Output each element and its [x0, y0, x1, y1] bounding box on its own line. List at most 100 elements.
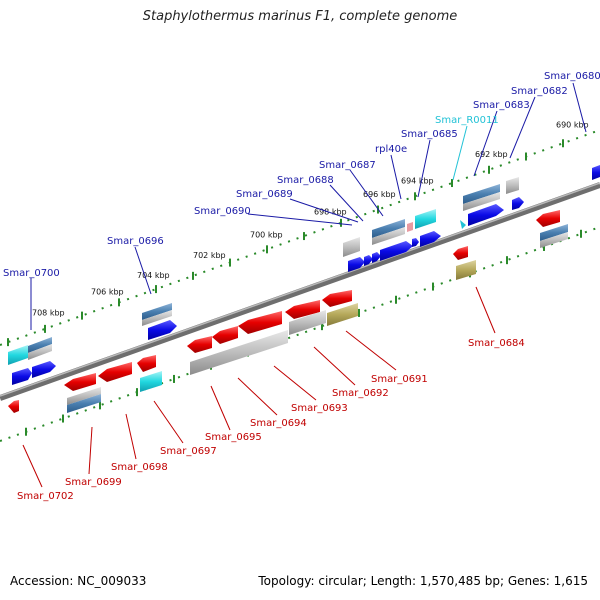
- leader-0699: [88, 426, 93, 475]
- gene-block-0699-blue[interactable]: [67, 394, 101, 413]
- label-Smar_0687[interactable]: Smar_0687: [319, 160, 376, 171]
- rna-R0011[interactable]: [460, 220, 466, 229]
- kbp-label: 708 kbp: [32, 309, 65, 318]
- gene-block-0697-cyan[interactable]: [140, 371, 162, 392]
- label-Smar_0702[interactable]: Smar_0702: [17, 491, 74, 502]
- cds-reverse-0691[interactable]: [322, 290, 352, 307]
- label-Smar_0693[interactable]: Smar_0693: [291, 403, 348, 414]
- cds-forward-0700a[interactable]: [12, 368, 32, 385]
- kbp-label: 690 kbp: [556, 121, 589, 130]
- accession-label: Accession: NC_009033: [10, 574, 147, 588]
- kbp-label: 700 kbp: [250, 230, 283, 239]
- cds-forward-0682[interactable]: [512, 197, 524, 210]
- leader-0683: [473, 110, 498, 177]
- label-rpl40e[interactable]: rpl40e: [375, 144, 407, 155]
- cds-reverse-0699[interactable]: [64, 373, 96, 391]
- gene-block-0681-gray[interactable]: [540, 232, 568, 248]
- gene-block-rpl40e[interactable]: [407, 222, 413, 232]
- cds-reverse-0698[interactable]: [98, 362, 132, 382]
- cds-forward-0688[interactable]: [372, 252, 381, 263]
- gene-block-0699-gray[interactable]: [67, 387, 101, 405]
- genome-backbone: [0, 182, 600, 401]
- gene-block-0687-blue[interactable]: [372, 219, 405, 238]
- leader-0702: [22, 444, 43, 488]
- leader-0695: [210, 385, 231, 431]
- cds-reverse-0692[interactable]: [285, 300, 320, 319]
- label-Smar_0694[interactable]: Smar_0694: [250, 418, 307, 429]
- gene-block-0683-gray[interactable]: [463, 192, 500, 211]
- leader-0690: [247, 213, 353, 226]
- label-Smar_0696[interactable]: Smar_0696: [107, 236, 164, 247]
- cds-reverse-0694[interactable]: [212, 326, 238, 344]
- gene-block-0681-blue[interactable]: [540, 224, 568, 241]
- upper-gene-track: [8, 165, 600, 385]
- leader-0698: [125, 413, 137, 460]
- cds-reverse-0681[interactable]: [536, 210, 560, 227]
- cds-reverse-0693[interactable]: [238, 311, 282, 334]
- gene-block-0684-olive[interactable]: [456, 260, 476, 280]
- leader-0688: [329, 184, 364, 222]
- cds-reverse-0684[interactable]: [453, 246, 468, 260]
- label-Smar_0699[interactable]: Smar_0699: [65, 477, 122, 488]
- forward-major-ticks: [7, 139, 564, 347]
- label-Smar_0688[interactable]: Smar_0688: [277, 175, 334, 186]
- label-Smar_0689[interactable]: Smar_0689: [236, 189, 293, 200]
- kbp-label: 692 kbp: [475, 150, 508, 159]
- gene-block-0693-gray[interactable]: [289, 310, 326, 335]
- label-Smar_0691[interactable]: Smar_0691: [371, 374, 428, 385]
- kbp-label: 706 kbp: [91, 287, 124, 296]
- gene-block-0700-gray[interactable]: [28, 344, 52, 360]
- label-Smar_0692[interactable]: Smar_0692: [332, 388, 389, 399]
- label-Smar_0690[interactable]: Smar_0690: [194, 206, 251, 217]
- leader-rpl40e: [390, 154, 402, 200]
- cds-forward-rpl40e[interactable]: [412, 238, 419, 247]
- cds-reverse-0702[interactable]: [8, 400, 19, 413]
- cds-forward-0685[interactable]: [420, 231, 441, 247]
- leader-0692: [313, 346, 356, 386]
- gene-block-0696-blue[interactable]: [142, 303, 172, 320]
- gene-block-0691-olive[interactable]: [327, 303, 358, 326]
- leader-0687: [349, 169, 384, 217]
- cds-forward-0687[interactable]: [380, 241, 413, 261]
- cds-forward-0689[interactable]: [364, 255, 373, 266]
- forward-tick-track: [0, 129, 600, 346]
- gene-block-0682-gray[interactable]: [506, 177, 519, 194]
- gene-block-0695-gray[interactable]: [190, 330, 288, 375]
- label-Smar_0700[interactable]: Smar_0700: [3, 268, 60, 279]
- kbp-tick-labels: 690 kbp 692 kbp 694 kbp 696 kbp 698 kbp 700 k…: [32, 121, 589, 318]
- genome-stats-label: Topology: circular; Length: 1,570,485 bp…: [258, 574, 588, 588]
- label-Smar_0683[interactable]: Smar_0683: [473, 100, 530, 111]
- gene-block-0700-cyan[interactable]: [8, 345, 28, 365]
- label-Smar_0698[interactable]: Smar_0698: [111, 462, 168, 473]
- leader-0696: [134, 246, 152, 295]
- cds-forward-0690[interactable]: [348, 257, 365, 272]
- gene-block-0683-blue[interactable]: [463, 184, 500, 204]
- kbp-label: 696 kbp: [363, 190, 396, 199]
- label-Smar_0697[interactable]: Smar_0697: [160, 446, 217, 457]
- leader-0680: [572, 82, 587, 133]
- leader-0684: [475, 286, 496, 334]
- label-Smar_0682[interactable]: Smar_0682: [511, 86, 568, 97]
- label-Smar_R0011[interactable]: Smar_R0011: [435, 115, 499, 126]
- gene-block-0696-gray[interactable]: [142, 310, 172, 326]
- cds-forward-0680[interactable]: [592, 165, 600, 180]
- kbp-label: 702 kbp: [193, 251, 226, 260]
- cds-forward-0696[interactable]: [148, 320, 177, 340]
- cds-forward-0700b[interactable]: [32, 361, 56, 378]
- cds-reverse-0697[interactable]: [137, 355, 156, 372]
- leader-0682: [509, 96, 536, 159]
- leader-0694: [237, 377, 278, 416]
- gene-block-0700-blue[interactable]: [28, 337, 52, 353]
- label-Smar_0680[interactable]: Smar_0680: [544, 71, 600, 82]
- label-Smar_0695[interactable]: Smar_0695: [205, 432, 262, 443]
- gene-block-0690-gray[interactable]: [343, 237, 360, 257]
- gene-block-0687-gray[interactable]: [372, 227, 405, 245]
- leader-0685: [417, 139, 431, 198]
- gene-block-0685-cyan[interactable]: [415, 209, 436, 229]
- cds-reverse-0695[interactable]: [187, 336, 212, 353]
- leader-0691: [345, 330, 397, 371]
- cds-forward-0683[interactable]: [468, 204, 504, 226]
- label-Smar_0684[interactable]: Smar_0684: [468, 338, 525, 349]
- leader-0697: [153, 400, 184, 444]
- label-Smar_0685[interactable]: Smar_0685: [401, 129, 458, 140]
